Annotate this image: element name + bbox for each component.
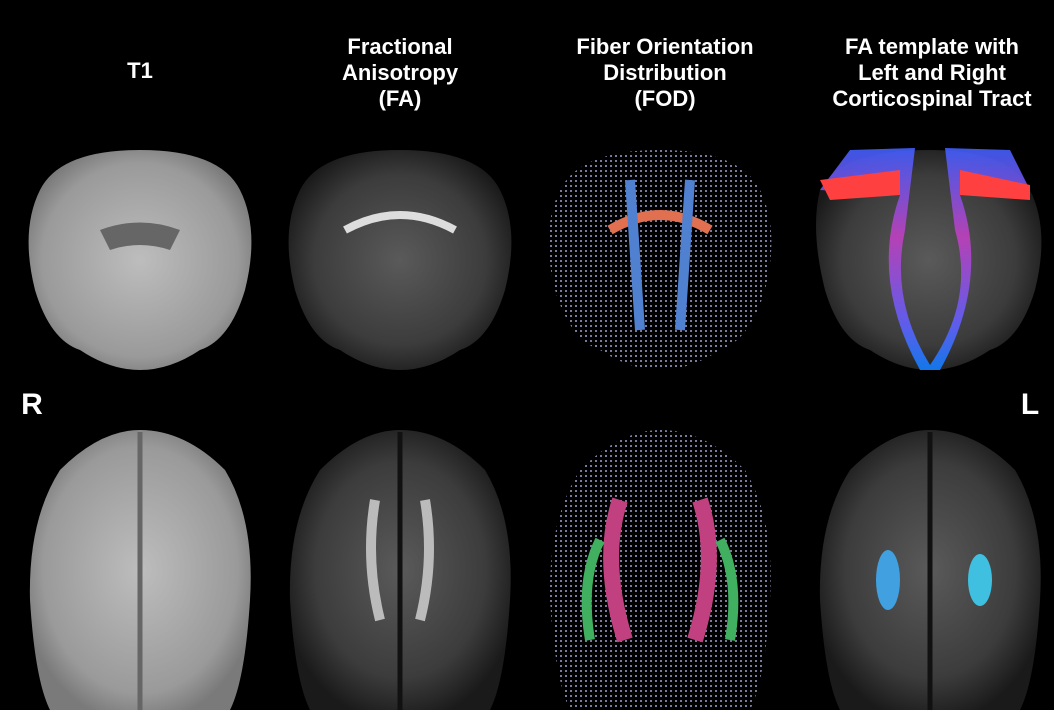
column-title: FA template with bbox=[845, 34, 1019, 59]
cst-right bbox=[876, 550, 900, 610]
fod-cc bbox=[607, 210, 713, 235]
column-title: (FOD) bbox=[634, 86, 695, 111]
orientation-label: R bbox=[21, 388, 43, 421]
fod-axial bbox=[549, 430, 771, 710]
fod-green bbox=[581, 537, 739, 641]
fod-coronal bbox=[548, 150, 772, 370]
column-title: Distribution bbox=[603, 60, 726, 85]
orientation-label: L bbox=[1021, 388, 1039, 421]
fa-cst-coronal bbox=[816, 150, 1042, 370]
column-title: Left and Right bbox=[858, 60, 1007, 85]
cst-overlay bbox=[820, 148, 1030, 370]
fa-coronal bbox=[288, 150, 512, 370]
column-title: Fiber Orientation bbox=[576, 34, 753, 59]
column-title: Fractional bbox=[347, 34, 452, 59]
wm-tracts bbox=[366, 499, 434, 622]
fod-pink bbox=[603, 497, 717, 643]
column-title: T1 bbox=[127, 58, 153, 83]
t1-coronal bbox=[28, 150, 252, 370]
corpus-callosum bbox=[343, 211, 457, 234]
ventricle bbox=[100, 222, 180, 250]
column-title: Corticospinal Tract bbox=[832, 86, 1032, 111]
cst-red bbox=[820, 170, 1030, 200]
cst-left bbox=[968, 554, 992, 606]
fod-tracts bbox=[625, 179, 695, 331]
column-title: (FA) bbox=[379, 86, 422, 111]
column-title: Anisotropy bbox=[342, 60, 459, 85]
